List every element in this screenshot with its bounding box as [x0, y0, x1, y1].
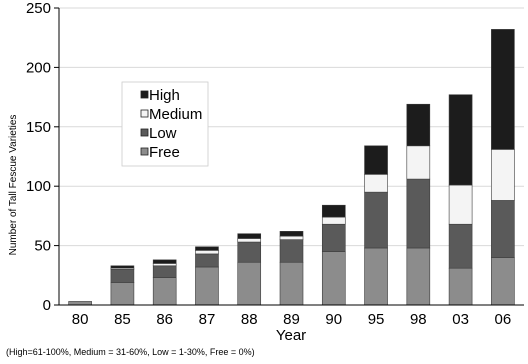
- y-tick-label: 100: [26, 178, 51, 195]
- bar-high-90: [321, 204, 346, 218]
- bar-high-06: [491, 29, 515, 150]
- x-tick-label: 95: [368, 311, 385, 328]
- legend-label-free: Free: [149, 144, 180, 161]
- bar-low-03: [448, 223, 473, 269]
- bar-medium-90: [321, 216, 346, 225]
- bar-free-87: [195, 266, 219, 306]
- bar-high-03: [448, 94, 473, 186]
- y-tick-label: 150: [26, 119, 51, 136]
- x-tick-label: 90: [325, 311, 342, 328]
- bar-high-87: [195, 246, 219, 251]
- legend-label-low: Low: [149, 125, 177, 142]
- x-tick-label: 98: [410, 311, 427, 328]
- bar-low-89: [279, 239, 304, 263]
- bar-medium-03: [448, 184, 473, 225]
- x-ticks: 80 85 86 87 88 89 90 95 98 03 06: [72, 311, 511, 328]
- legend-swatch-high: [140, 90, 149, 99]
- y-tick-label: 200: [26, 59, 51, 76]
- x-tick-label: 80: [72, 311, 89, 328]
- legend-label-high: High: [149, 87, 180, 104]
- bar-medium-06: [491, 149, 515, 201]
- x-tick-label: 88: [241, 311, 258, 328]
- bar-low-85: [110, 269, 135, 283]
- legend-box: [121, 81, 209, 167]
- y-axis-title: Number of Tall Fescue Varieties: [8, 115, 19, 256]
- x-tick-label: 85: [114, 311, 131, 328]
- bar-low-90: [321, 223, 346, 252]
- axes: [58, 8, 524, 306]
- bar-free-88: [237, 261, 262, 306]
- x-axis-title: Year: [276, 327, 306, 344]
- legend-swatch-medium: [140, 109, 149, 118]
- y-tick-label: 0: [43, 297, 51, 314]
- bar-medium-88: [237, 238, 262, 243]
- legend-label-medium: Medium: [149, 106, 202, 123]
- x-tick-label: 06: [495, 311, 512, 328]
- legend-swatch-low: [140, 128, 149, 137]
- bar-free-80: [68, 301, 92, 306]
- legend: High Medium Low Free: [121, 81, 209, 167]
- bar-medium-86: [152, 263, 177, 267]
- bar-free-03: [448, 267, 473, 306]
- y-tick-label: 250: [26, 0, 51, 17]
- bar-high-89: [279, 231, 304, 237]
- bar-high-88: [237, 233, 262, 239]
- bar-free-98: [406, 247, 431, 306]
- y-tick-label: 50: [34, 238, 51, 255]
- bar-free-95: [364, 247, 388, 306]
- x-tick-label: 03: [452, 311, 469, 328]
- x-tick-label: 89: [283, 311, 300, 328]
- bar-medium-98: [406, 145, 431, 180]
- bar-free-85: [110, 282, 135, 306]
- bar-high-86: [152, 259, 177, 264]
- legend-swatch-free: [140, 147, 149, 156]
- x-tick-label: 86: [156, 311, 173, 328]
- bar-free-86: [152, 277, 177, 306]
- bar-medium-87: [195, 250, 219, 255]
- bars: [68, 29, 515, 306]
- bar-low-88: [237, 241, 262, 263]
- bar-medium-89: [279, 235, 304, 240]
- bar-low-06: [491, 200, 515, 258]
- bar-high-85: [110, 265, 135, 269]
- bar-low-87: [195, 253, 219, 268]
- bar-medium-95: [364, 174, 388, 193]
- bar-free-89: [279, 261, 304, 306]
- bar-low-95: [364, 191, 388, 249]
- footnote: (High=61-100%, Medium = 31-60%, Low = 1-…: [6, 347, 255, 357]
- bar-low-98: [406, 178, 431, 249]
- bar-high-95: [364, 145, 388, 175]
- bar-low-86: [152, 265, 177, 278]
- y-ticks: 0 50 100 150 200 250: [26, 0, 59, 314]
- bar-high-98: [406, 103, 431, 147]
- x-tick-label: 87: [199, 311, 216, 328]
- bar-free-90: [321, 251, 346, 306]
- bar-free-06: [491, 257, 515, 306]
